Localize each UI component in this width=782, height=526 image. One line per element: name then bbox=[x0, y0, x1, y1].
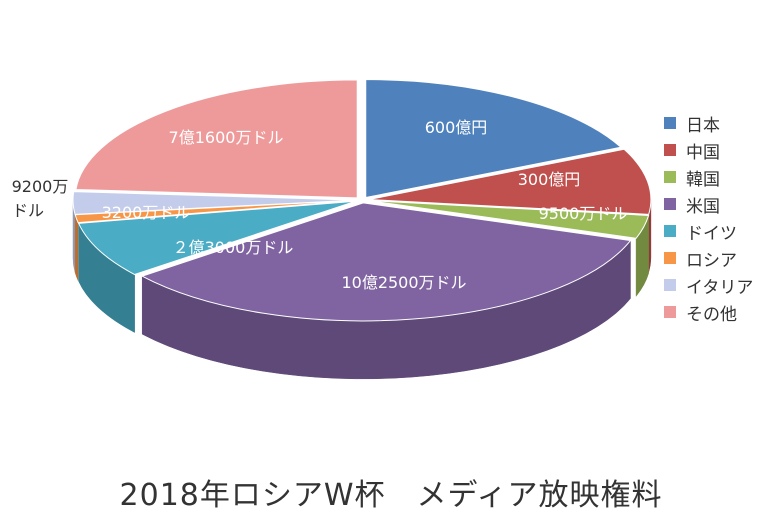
slice-米国 bbox=[140, 202, 632, 322]
legend-label: 日本 bbox=[686, 115, 720, 136]
data-label-韓国: 9500万ドル bbox=[539, 204, 628, 223]
legend-label: 韓国 bbox=[686, 169, 720, 190]
slice-中国 bbox=[368, 148, 652, 215]
data-label-日本: 600億円 bbox=[425, 118, 488, 137]
legend: 日本中国韓国米国ドイツロシアイタリアその他 bbox=[664, 112, 754, 325]
legend-item-米国: 米国 bbox=[664, 193, 753, 217]
legend-label: イタリア bbox=[686, 277, 754, 298]
legend-swatch bbox=[664, 252, 676, 264]
data-label-ドイツ: ２億3000万ドル bbox=[173, 238, 294, 257]
data-label-ロシア: 3200万ドル bbox=[102, 203, 191, 222]
chart-title: 2018年ロシアW杯 メディア放映権料 bbox=[119, 478, 663, 513]
data-label-中国: 300億円 bbox=[518, 170, 581, 189]
legend-label: 中国 bbox=[686, 142, 720, 163]
data-label-その他: 7億1600万ドル bbox=[169, 128, 284, 147]
legend-label: ドイツ bbox=[686, 223, 737, 244]
slice-side-ロシア bbox=[74, 214, 79, 281]
legend-label: その他 bbox=[686, 304, 737, 325]
legend-label: ロシア bbox=[686, 250, 737, 271]
slice-韓国 bbox=[368, 200, 650, 239]
data-label-米国: 10億2500万ドル bbox=[341, 273, 466, 292]
legend-item-ドイツ: ドイツ bbox=[664, 220, 753, 244]
legend-item-韓国: 韓国 bbox=[664, 166, 753, 190]
slice-その他 bbox=[75, 79, 358, 199]
slice-ドイツ bbox=[77, 200, 356, 276]
legend-swatch bbox=[664, 117, 676, 129]
pie-tops bbox=[72, 79, 652, 322]
legend-swatch bbox=[664, 279, 676, 291]
legend-item-イタリア: イタリア bbox=[664, 274, 754, 298]
legend-swatch bbox=[664, 225, 676, 237]
legend-item-日本: 日本 bbox=[664, 112, 753, 136]
pie-labels: 600億円 300億円 9500万ドル 10億2500万ドル ２億3000万ドル 3200… bbox=[12, 118, 628, 292]
legend-item-その他: その他 bbox=[664, 301, 753, 325]
legend-item-ロシア: ロシア bbox=[664, 247, 753, 271]
legend-swatch bbox=[664, 171, 676, 183]
slice-日本 bbox=[365, 79, 622, 199]
data-label-イタリア: 9200万ドル bbox=[12, 177, 69, 220]
slice-イタリア bbox=[72, 191, 356, 215]
legend-label: 米国 bbox=[686, 196, 720, 217]
legend-item-中国: 中国 bbox=[664, 139, 753, 163]
legend-swatch bbox=[664, 198, 676, 210]
legend-swatch bbox=[664, 144, 676, 156]
legend-swatch bbox=[664, 306, 676, 318]
